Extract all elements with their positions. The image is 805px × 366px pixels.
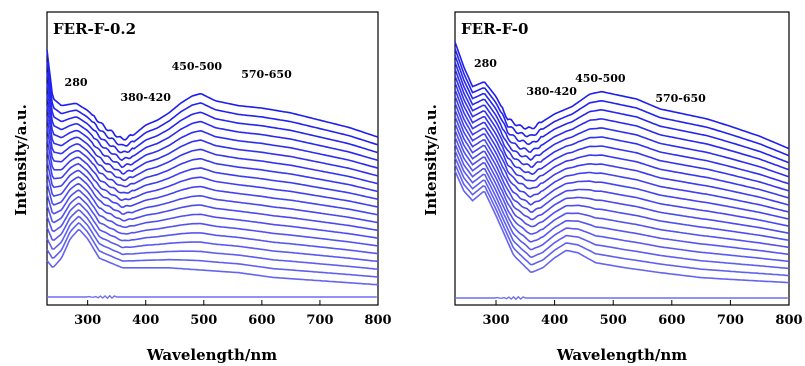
spectrum-line [454,163,790,277]
x-tick-label: 800 [364,313,391,328]
panel-fer-f-0.2: 300 400 500 600 700 800 280 380-420 450-500 570-… [12,11,392,364]
spectrum-line [46,160,379,216]
x-ticks: 300 400 500 600 700 800 [482,300,803,328]
x-axis-label: Wavelength/nm [556,346,687,364]
spectrum-line [454,157,790,270]
x-tick-label: 300 [74,313,101,328]
spectrum-line [46,202,379,255]
peak-annotation: 380-420 [526,85,577,98]
spectrum-line [46,116,379,185]
spectrum-line [454,55,790,164]
panel-title: FER-F-0 [461,20,528,38]
spectrum-line [46,195,379,247]
spectrum-line [454,68,790,178]
spectrum-line [454,123,790,234]
spectrum-line [454,170,790,284]
spectrum-line [46,171,379,224]
panel-title: FER-F-0.2 [53,20,136,38]
x-tick-label: 700 [306,313,333,328]
peak-annotation: 450-500 [575,72,626,85]
spectrum-line [46,138,379,201]
spectrum-line [454,136,790,249]
spectrum-line [46,228,379,286]
spectrum-line [454,48,790,157]
peak-annotation: 280 [474,57,497,70]
peak-annotation: 570-650 [655,92,706,105]
spectra-group [46,49,379,300]
x-tick-label: 600 [658,313,685,328]
spectrum-line [46,72,379,154]
spectrum-line [454,102,790,213]
spectrum-line [454,109,790,220]
spectrum-line [454,96,790,206]
x-axis-label: Wavelength/nm [146,346,277,364]
spectrum-line [46,127,379,193]
x-tick-label: 700 [717,313,744,328]
spectrum-line [46,94,379,169]
spectrum-line [46,149,379,208]
y-axis-label: Intensity/a.u. [12,104,30,216]
spectrum-line [454,143,790,256]
spectrum-line [454,41,790,150]
spectrum-line [454,116,790,227]
spectrum-line [46,182,379,232]
x-tick-label: 600 [248,313,275,328]
peak-annotation: 380-420 [120,91,171,104]
spectrum-line [454,62,790,171]
x-tick-label: 500 [600,313,627,328]
spectrum-line [46,222,379,278]
peak-annotations: 280 380-420 450-500 570-650 [65,60,293,104]
spectrum-line [454,82,790,192]
peak-annotation: 570-650 [241,68,292,81]
x-tick-label: 800 [775,313,802,328]
baseline-spectrum-line [455,295,788,301]
spectra-group [454,41,790,301]
x-tick-label: 400 [541,313,568,328]
baseline-spectrum-line [47,294,377,300]
spectrum-line [454,89,790,199]
spectrum-line [454,150,790,263]
spectrum-line [46,61,379,147]
spectrum-line [46,105,379,177]
spectrum-line [46,215,379,270]
spectrum-line [46,189,379,239]
spectrum-line [46,209,379,263]
x-tick-label: 300 [482,313,509,328]
spectrum-line [46,49,379,141]
spectrum-line [454,129,790,242]
spectrum-line [46,83,379,162]
x-tick-label: 400 [132,313,159,328]
peak-annotation: 450-500 [172,60,223,73]
x-ticks: 300 400 500 600 700 800 [74,300,392,328]
x-tick-label: 500 [190,313,217,328]
peak-annotation: 280 [65,76,88,89]
plot-frame [46,11,379,306]
spectrum-line [454,75,790,185]
y-axis-label: Intensity/a.u. [422,104,440,216]
